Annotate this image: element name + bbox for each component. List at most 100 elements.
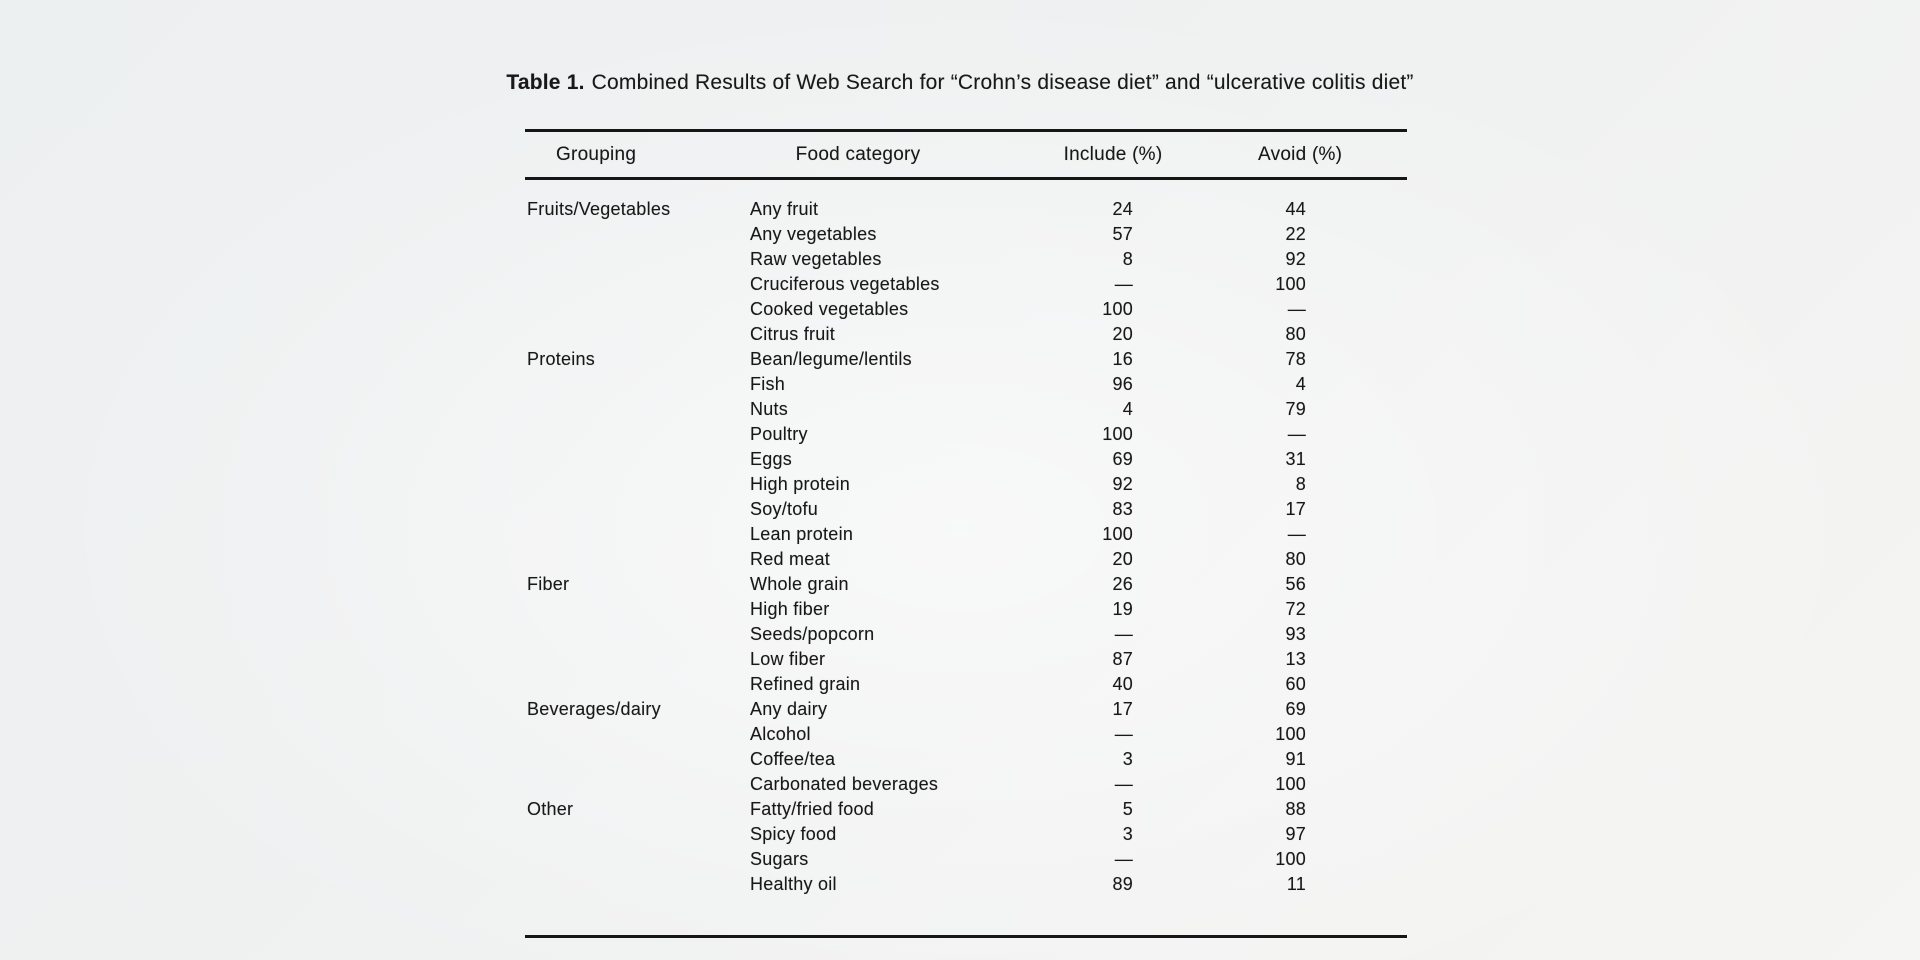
cell-include: — (1114, 724, 1133, 744)
header-row: Grouping Food category Include (%) Avoid… (525, 130, 1407, 180)
table-row: Sugars — 100 (525, 847, 1407, 872)
table-row: Alcohol — 100 (525, 722, 1407, 747)
cell-include: 16 (1112, 349, 1133, 369)
cell-avoid: 93 (1285, 624, 1306, 644)
cell-include: 19 (1112, 599, 1133, 619)
cell-avoid: 80 (1285, 324, 1306, 344)
cell-avoid: — (1287, 299, 1306, 319)
cell-food-category: Seeds/popcorn (750, 624, 875, 644)
table-row: Other Fatty/fried food 5 88 (525, 797, 1407, 822)
cell-grouping (525, 297, 748, 322)
cell-food-category: High fiber (750, 599, 830, 619)
cell-food-category: Bean/legume/lentils (750, 349, 912, 369)
cell-food-category: Red meat (750, 549, 831, 569)
table-row: Carbonated beverages — 100 (525, 772, 1407, 797)
cell-include: — (1114, 274, 1133, 294)
table-row: Lean protein 100 — (525, 522, 1407, 547)
cell-include: 87 (1112, 649, 1133, 669)
cell-grouping (525, 547, 748, 572)
table-number-label: Table 1. (506, 71, 585, 94)
cell-food-category: Nuts (750, 399, 789, 419)
cell-food-category: Fatty/fried food (750, 799, 875, 819)
table-row: Healthy oil 89 11 (525, 872, 1407, 937)
column-header-avoid: Avoid (%) (1258, 130, 1407, 180)
cell-grouping (525, 422, 748, 447)
cell-food-category: High protein (750, 474, 851, 494)
table-row: Fish 96 4 (525, 372, 1407, 397)
table-caption: Table 1. Combined Results of Web Search f… (0, 70, 1920, 95)
cell-food-category: Whole grain (750, 574, 849, 594)
cell-include: 5 (1122, 799, 1133, 819)
table-row: Fruits/Vegetables Any fruit 24 44 (525, 179, 1407, 223)
column-header-grouping: Grouping (525, 130, 748, 180)
cell-include: 17 (1112, 699, 1133, 719)
cell-grouping (525, 622, 748, 647)
table-row: Nuts 4 79 (525, 397, 1407, 422)
table-row: Raw vegetables 8 92 (525, 247, 1407, 272)
cell-avoid: 31 (1285, 449, 1306, 469)
cell-grouping (525, 222, 748, 247)
cell-grouping (525, 497, 748, 522)
table-row: Cruciferous vegetables — 100 (525, 272, 1407, 297)
cell-avoid: 100 (1275, 849, 1306, 869)
table-row: Eggs 69 31 (525, 447, 1407, 472)
cell-grouping (525, 597, 748, 622)
cell-avoid: 60 (1285, 674, 1306, 694)
table-row: High protein 92 8 (525, 472, 1407, 497)
cell-grouping (525, 747, 748, 772)
cell-grouping (525, 722, 748, 747)
cell-grouping: Fiber (527, 574, 570, 594)
cell-grouping (525, 322, 748, 347)
column-header-include: Include (%) (968, 130, 1258, 180)
cell-avoid: 11 (1286, 874, 1306, 894)
cell-avoid: 8 (1295, 474, 1306, 494)
table-row: Seeds/popcorn — 93 (525, 622, 1407, 647)
cell-avoid: 92 (1285, 249, 1306, 269)
cell-food-category: Any vegetables (750, 224, 877, 244)
cell-include: 89 (1112, 874, 1133, 894)
cell-include: 20 (1112, 324, 1133, 344)
cell-avoid: 44 (1285, 199, 1306, 219)
cell-grouping (525, 472, 748, 497)
cell-include: 83 (1112, 499, 1133, 519)
cell-grouping (525, 397, 748, 422)
cell-avoid: 91 (1285, 749, 1306, 769)
table-row: Poultry 100 — (525, 422, 1407, 447)
cell-include: — (1114, 849, 1133, 869)
cell-avoid: — (1287, 524, 1306, 544)
cell-grouping (525, 247, 748, 272)
cell-food-category: Fish (750, 374, 786, 394)
cell-avoid: 69 (1285, 699, 1306, 719)
table-row: Beverages/dairy Any dairy 17 69 (525, 697, 1407, 722)
table-row: High fiber 19 72 (525, 597, 1407, 622)
table-row: Low fiber 87 13 (525, 647, 1407, 672)
cell-include: 100 (1102, 299, 1133, 319)
table-row: Any vegetables 57 22 (525, 222, 1407, 247)
cell-food-category: Carbonated beverages (750, 774, 939, 794)
table-row: Coffee/tea 3 91 (525, 747, 1407, 772)
cell-include: 96 (1112, 374, 1133, 394)
cell-avoid: 78 (1285, 349, 1306, 369)
cell-avoid: 13 (1285, 649, 1306, 669)
table-row: Spicy food 3 97 (525, 822, 1407, 847)
cell-food-category: Any dairy (750, 699, 828, 719)
cell-food-category: Coffee/tea (750, 749, 836, 769)
cell-include: 3 (1122, 749, 1133, 769)
cell-avoid: 72 (1285, 599, 1306, 619)
cell-avoid: 4 (1295, 374, 1306, 394)
cell-food-category: Healthy oil (750, 874, 837, 894)
cell-include: 24 (1112, 199, 1133, 219)
cell-avoid: 100 (1275, 274, 1306, 294)
cell-include: — (1114, 624, 1133, 644)
cell-grouping (525, 372, 748, 397)
cell-grouping: Fruits/Vegetables (527, 199, 671, 219)
cell-avoid: — (1287, 424, 1306, 444)
cell-include: 100 (1102, 424, 1133, 444)
table-row: Citrus fruit 20 80 (525, 322, 1407, 347)
cell-include: 20 (1112, 549, 1133, 569)
table-row: Red meat 20 80 (525, 547, 1407, 572)
cell-avoid: 79 (1285, 399, 1306, 419)
cell-grouping (525, 822, 748, 847)
cell-avoid: 56 (1285, 574, 1306, 594)
cell-grouping (525, 272, 748, 297)
